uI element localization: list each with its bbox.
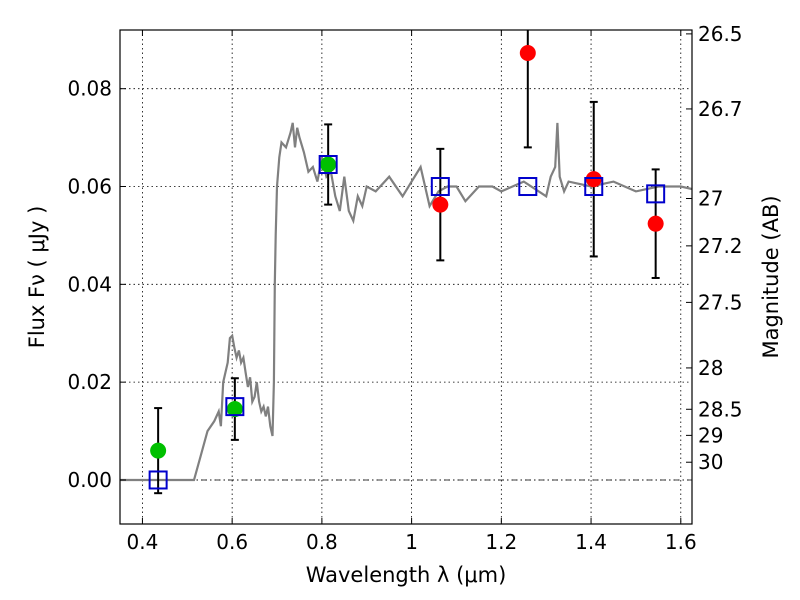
y-tick-label: 0.02 bbox=[67, 370, 112, 394]
series-2-square bbox=[148, 470, 168, 490]
series-2-square bbox=[430, 177, 450, 197]
series-2-square bbox=[584, 177, 604, 197]
y2-tick-label: 26.7 bbox=[698, 97, 743, 121]
series-1-point bbox=[432, 196, 449, 213]
series-2-square bbox=[646, 184, 666, 204]
series-1-point bbox=[585, 171, 602, 188]
series-0-point bbox=[150, 442, 167, 459]
y-tick-label: 0.00 bbox=[67, 468, 112, 492]
y-axis-right: 26.5 26.7 27 27.2 27.5 28 28.529 30 bbox=[686, 22, 743, 474]
y-axis-left: 0.00 0.02 0.04 0.06 0.08 bbox=[67, 77, 126, 492]
x-tick-label: 1 bbox=[405, 530, 418, 554]
series-1-point bbox=[647, 215, 664, 232]
series-0-point bbox=[320, 156, 337, 173]
y2-axis-title: Magnitude (AB) bbox=[759, 195, 783, 358]
y-tick-label: 0.08 bbox=[67, 77, 112, 101]
x-axis: 0.4 0.6 0.8 1 1.2 1.4 1.6 bbox=[127, 30, 697, 554]
y2-tick-label: 27 bbox=[698, 187, 723, 211]
x-tick-label: 0.8 bbox=[306, 530, 338, 554]
x-axis-title: Wavelength λ (μm) bbox=[306, 563, 507, 587]
y2-tick-label: 28.5 bbox=[698, 397, 743, 421]
y-tick-label: 0.04 bbox=[67, 272, 112, 296]
y2-tick-label: 29 bbox=[698, 423, 723, 447]
y2-tick-label: 28 bbox=[698, 356, 723, 380]
x-tick-label: 1.2 bbox=[485, 530, 517, 554]
series-1-point bbox=[519, 44, 536, 61]
plot-frame bbox=[119, 29, 693, 525]
y-axis-title: Flux Fν ( μJy ) bbox=[25, 206, 49, 349]
x-tick-label: 0.6 bbox=[216, 530, 248, 554]
x-tick-label: 0.4 bbox=[127, 530, 159, 554]
y2-tick-label: 27.2 bbox=[698, 234, 743, 258]
model-spectrum-line bbox=[120, 122, 692, 482]
series-2-square bbox=[225, 397, 245, 417]
plot-area bbox=[120, 30, 692, 524]
series-2-square bbox=[318, 155, 338, 175]
series-2-square bbox=[518, 177, 538, 197]
y-tick-label: 0.06 bbox=[67, 175, 112, 199]
series-0-point bbox=[226, 401, 243, 418]
x-tick-label: 1.4 bbox=[575, 530, 607, 554]
data-markers bbox=[148, 44, 666, 490]
y2-tick-label: 30 bbox=[698, 450, 723, 474]
y2-tick-label: 27.5 bbox=[698, 290, 743, 314]
y2-tick-label: 26.5 bbox=[698, 22, 743, 46]
x-tick-label: 1.6 bbox=[665, 530, 697, 554]
